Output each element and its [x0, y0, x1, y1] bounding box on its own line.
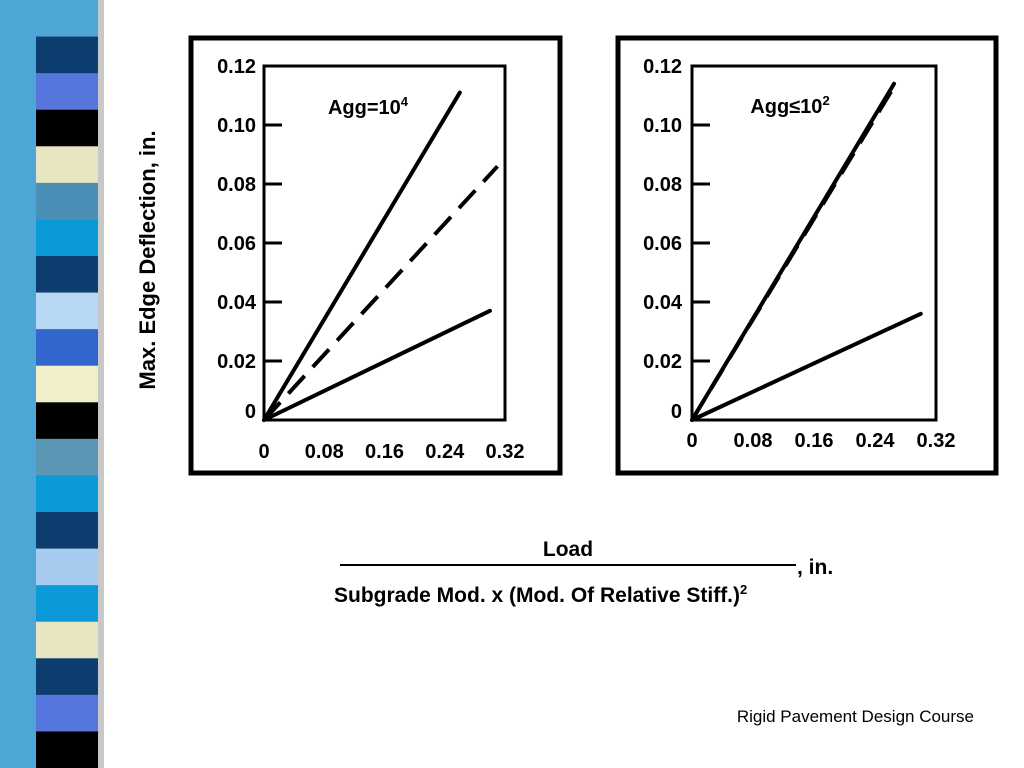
- annotation-exponent: 2: [822, 93, 829, 108]
- y-tick-label: 0.06: [643, 233, 682, 255]
- series-line-1-solid: [262, 90, 462, 422]
- annotation-exponent: 4: [401, 94, 409, 109]
- y-tick-label: 0.08: [643, 174, 682, 196]
- stripe-block: [36, 438, 98, 476]
- stripe-block: [36, 475, 98, 513]
- stripe-block: [36, 292, 98, 330]
- stripe-block: [36, 329, 98, 367]
- x-tick-label: 0: [686, 430, 697, 452]
- y-tick-label: 0.02: [643, 351, 682, 373]
- chart-1: 0 0.02 0.04 0.06 0.08 0.10 0.12 0 0.08 0.16 0.24 0.…: [188, 35, 563, 476]
- stripe-block: [36, 146, 98, 184]
- stripe-left-band: [0, 0, 36, 768]
- x-axis-label-exponent: 2: [740, 582, 748, 597]
- stripe-block: [36, 0, 98, 38]
- stripe-block: [36, 402, 98, 440]
- stripe-block: [36, 621, 98, 659]
- y-tick-label: 0.06: [217, 233, 256, 255]
- y-tick-label: 0.04: [217, 292, 257, 314]
- x-axis-label-numerator: Load: [340, 538, 796, 566]
- chart-annotation: Agg=104: [328, 94, 409, 119]
- x-tick-label: 0.24: [425, 441, 465, 463]
- decorative-stripe: [0, 0, 120, 768]
- series-line-3-solid: [262, 308, 492, 422]
- x-tick-label: 0.08: [734, 430, 773, 452]
- stripe-block: [36, 182, 98, 220]
- y-tick-label: 0.04: [643, 292, 683, 314]
- stripe-block: [36, 73, 98, 111]
- x-tick-label: 0.16: [795, 430, 834, 452]
- y-tick-label: 0: [245, 401, 256, 423]
- stripe-block: [36, 365, 98, 403]
- stripe-block: [36, 256, 98, 294]
- stripe-block: [36, 512, 98, 550]
- x-tick-label: 0.32: [486, 441, 525, 463]
- chart-2: 0 0.02 0.04 0.06 0.08 0.10 0.12 0 0.08 0.16 0.24 0.…: [615, 35, 999, 476]
- chart-frame: [615, 35, 999, 476]
- stripe-block: [36, 658, 98, 696]
- stripe-block: [36, 694, 98, 732]
- y-tick-label: 0.08: [217, 174, 256, 196]
- x-axis-label-denominator: Subgrade Mod. x (Mod. Of Relative Stiff.…: [334, 582, 747, 608]
- y-tick-label: 0: [671, 401, 682, 423]
- x-axis-label-unit: , in.: [797, 556, 834, 579]
- footer-course-title: Rigid Pavement Design Course: [736, 707, 974, 726]
- stripe-block: [36, 36, 98, 74]
- y-tick-label: 0.02: [217, 351, 256, 373]
- y-tick-label: 0.12: [217, 56, 256, 78]
- stripe-block: [36, 109, 98, 147]
- x-tick-label: 0.08: [305, 441, 344, 463]
- stripe-block: [36, 548, 98, 586]
- y-tick-label: 0.10: [217, 115, 256, 137]
- x-tick-label: 0: [258, 441, 269, 463]
- x-tick-label: 0.24: [856, 430, 896, 452]
- x-axis-label-denominator-text: Subgrade Mod. x (Mod. Of Relative Stiff.…: [334, 584, 741, 607]
- chart-frame: [188, 35, 563, 476]
- stripe-block: [36, 585, 98, 623]
- y-tick-label: 0.10: [643, 115, 682, 137]
- y-tick-label: 0.12: [643, 56, 682, 78]
- y-axis-label: Max. Edge Deflection, in.: [135, 130, 160, 390]
- series-line-2-dashed: [262, 164, 499, 422]
- x-tick-label: 0.32: [917, 430, 956, 452]
- annotation-text: Agg≤10: [750, 96, 822, 118]
- series-line-3-solid: [690, 311, 923, 422]
- stripe-block: [36, 219, 98, 257]
- annotation-text: Agg=10: [328, 97, 401, 119]
- series-line-2-dashed: [690, 85, 896, 422]
- chart-annotation: Agg≤102: [750, 93, 829, 118]
- stripe-shadow: [98, 0, 104, 768]
- stripe-block: [36, 731, 98, 768]
- x-tick-label: 0.16: [365, 441, 404, 463]
